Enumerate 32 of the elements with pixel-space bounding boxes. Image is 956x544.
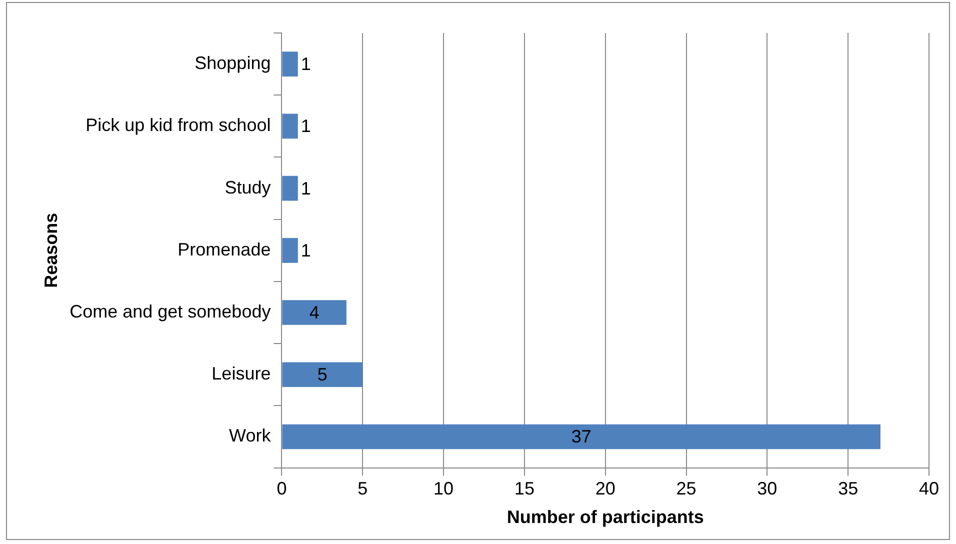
bar [282, 362, 363, 388]
bar [282, 238, 298, 263]
x-axis-title: Number of participants [506, 507, 704, 528]
x-tick-label: 40 [918, 478, 940, 499]
data-label: 37 [571, 426, 592, 447]
bar [282, 52, 298, 76]
x-tick-label: 0 [276, 478, 287, 499]
bar [282, 176, 298, 201]
y-tick-label: Shopping [194, 53, 271, 74]
bar [282, 300, 346, 325]
bar [282, 424, 880, 450]
bar [282, 114, 298, 139]
y-tick-label: Study [224, 177, 271, 198]
data-label: 1 [300, 178, 311, 198]
data-label: 1 [300, 116, 311, 136]
y-tick-label: Come and get somebody [70, 301, 271, 322]
x-tick-label: 20 [595, 478, 616, 499]
x-tick-label: 25 [676, 478, 696, 499]
data-label: 4 [309, 302, 320, 322]
y-tick-label: Leisure [212, 364, 271, 384]
data-label: 1 [300, 54, 311, 74]
y-tick-label: Work [229, 426, 272, 446]
x-tick-label: 35 [838, 478, 858, 499]
y-tick-label: Promenade [178, 239, 271, 260]
x-tick-label: 10 [434, 478, 454, 499]
x-tick-label: 15 [514, 478, 534, 499]
data-label: 1 [300, 240, 311, 260]
data-label: 5 [317, 364, 328, 385]
x-tick-label: 30 [757, 478, 778, 499]
x-tick-label: 5 [358, 478, 368, 499]
y-tick-label: Pick up kid from school [86, 115, 271, 136]
y-axis-title: Reasons [40, 212, 61, 288]
